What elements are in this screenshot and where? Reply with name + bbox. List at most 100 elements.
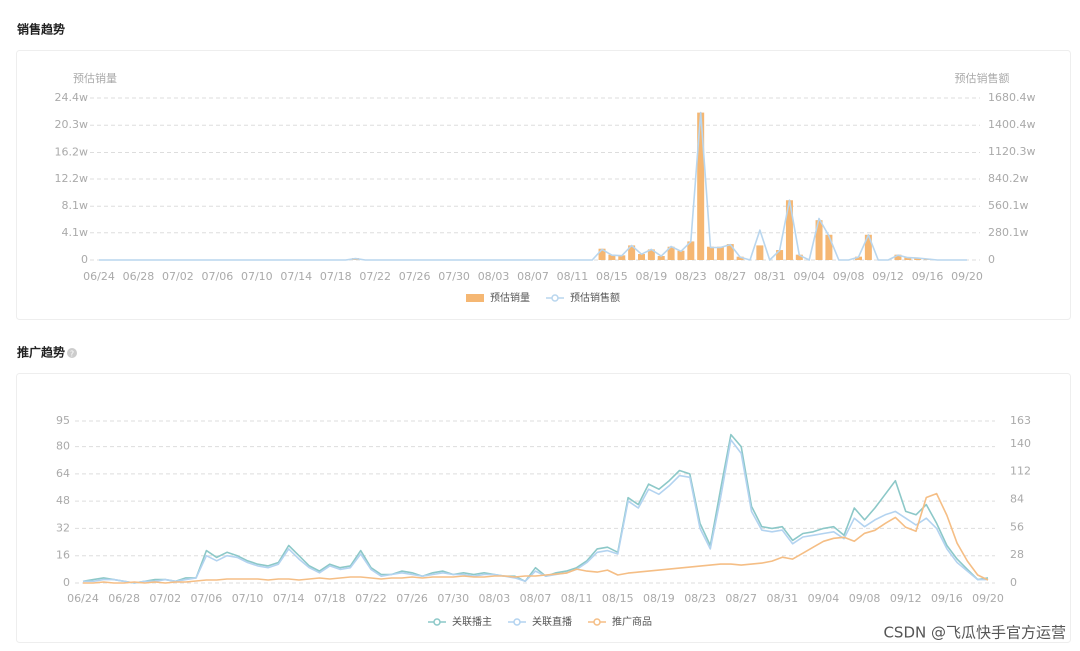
line [99,111,967,261]
y2-tick-label: 1120.3w [988,145,1036,158]
legend-label: 关联播主 [452,615,492,628]
y2-tick-label: 0 [988,253,995,266]
y-tick-label: 16.2w [55,145,89,158]
bar [904,257,912,260]
x-tick-label: 08/03 [479,592,511,605]
y-tick-label: 0 [63,576,70,589]
x-tick-label: 09/08 [833,270,865,283]
bar [598,248,606,260]
x-tick-label: 09/04 [808,592,840,605]
y2-tick-label: 560.1w [988,199,1029,212]
x-tick-label: 08/03 [478,270,510,283]
bar [707,246,715,260]
bar [697,112,705,260]
x-tick-label: 07/18 [314,592,346,605]
bar [657,256,665,260]
x-tick-label: 09/04 [793,270,825,283]
x-tick-label: 07/10 [232,592,264,605]
section-title: 推广趋势 [17,345,65,360]
y-axis-title: 预估销量 [73,71,117,85]
x-tick-label: 07/10 [241,270,273,283]
x-tick-label: 07/02 [149,592,181,605]
y2-tick-label: 0 [1010,576,1017,589]
x-tick-label: 08/27 [714,270,746,283]
x-tick-label: 08/07 [520,592,552,605]
y-tick-label: 16 [56,549,70,562]
y-tick-label: 0 [81,253,88,266]
y-tick-label: 12.2w [55,172,89,185]
bar [914,258,922,260]
y2-tick-label: 280.1w [988,226,1029,239]
line [83,439,988,584]
y2-tick-label: 840.2w [988,172,1029,185]
x-tick-label: 07/26 [399,270,431,283]
legend-label: 预估销量 [490,291,530,304]
bar [638,254,645,260]
y-tick-label: 95 [56,414,70,427]
bar [726,244,734,260]
legend-label: 预估销售额 [570,291,620,304]
y2-tick-label: 84 [1010,493,1024,506]
bar [855,256,862,260]
legend-swatch [551,294,559,302]
x-tick-label: 08/11 [561,592,593,605]
x-tick-label: 09/20 [951,270,983,283]
bar [785,200,793,260]
x-tick-label: 08/31 [766,592,798,605]
bar [736,256,744,260]
bar [894,254,902,260]
bar [628,245,636,260]
y2-tick-label: 28 [1010,548,1024,561]
help-icon-glyph: ? [70,350,74,359]
x-tick-label: 09/12 [872,270,904,283]
help-icon[interactable] [67,348,77,358]
panel [16,50,1071,320]
x-tick-label: 06/24 [83,270,115,283]
bar [776,250,784,260]
x-tick-label: 07/14 [273,592,305,605]
y2-tick-label: 1400.4w [988,118,1036,131]
x-tick-label: 07/18 [320,270,352,283]
x-tick-label: 07/22 [355,592,387,605]
y-tick-label: 24.4w [55,91,89,104]
legend-label: 推广商品 [612,615,652,628]
x-tick-label: 06/24 [67,592,99,605]
x-tick-label: 07/26 [396,592,428,605]
bar [608,254,616,260]
section-title: 销售趋势 [17,22,65,37]
y-tick-label: 64 [56,467,70,480]
y2-tick-label: 163 [1010,414,1031,427]
watermark: CSDN @飞瓜快手官方运营 [883,624,1066,642]
bar [756,245,764,260]
legend-label: 关联直播 [532,615,572,628]
bar [647,249,655,260]
y2-axis-title: 预估销售额 [955,71,1010,85]
x-tick-label: 06/28 [108,592,140,605]
y-tick-label: 4.1w [62,226,89,239]
x-tick-label: 08/15 [596,270,628,283]
y2-tick-label: 140 [1010,437,1031,450]
legend-swatch [433,618,441,626]
y2-tick-label: 1680.4w [988,91,1036,104]
legend-swatch [513,618,521,626]
x-tick-label: 08/31 [754,270,786,283]
y-tick-label: 80 [56,440,70,453]
x-tick-label: 08/15 [602,592,634,605]
y-tick-label: 8.1w [62,199,89,212]
y-tick-label: 32 [56,521,70,534]
x-tick-label: 08/19 [636,270,668,283]
x-tick-label: 07/30 [438,270,470,283]
x-tick-label: 07/14 [280,270,312,283]
x-tick-label: 08/07 [517,270,549,283]
bar [677,250,685,260]
y-tick-label: 48 [56,494,70,507]
x-tick-label: 08/11 [557,270,589,283]
x-tick-label: 07/30 [437,592,469,605]
bar [815,220,823,260]
x-tick-label: 09/08 [849,592,881,605]
line [82,433,989,584]
x-tick-label: 07/06 [191,592,223,605]
bar [825,234,833,260]
